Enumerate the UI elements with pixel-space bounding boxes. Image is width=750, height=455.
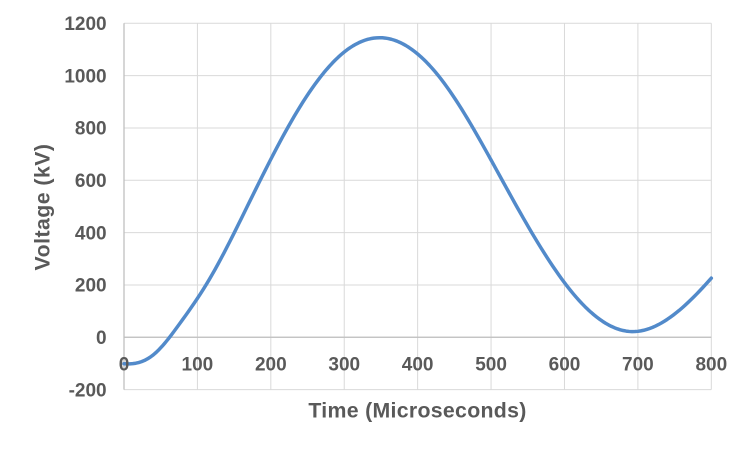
svg-text:-200: -200 <box>69 380 107 401</box>
svg-text:400: 400 <box>75 223 107 244</box>
svg-text:200: 200 <box>75 276 107 297</box>
svg-text:100: 100 <box>182 355 214 376</box>
svg-text:0: 0 <box>96 328 107 349</box>
svg-text:1000: 1000 <box>64 66 106 87</box>
svg-text:Time (Microseconds): Time (Microseconds) <box>308 399 526 423</box>
svg-text:600: 600 <box>75 171 107 192</box>
svg-text:700: 700 <box>622 355 654 376</box>
svg-text:300: 300 <box>328 355 360 376</box>
svg-text:Voltage (kV): Voltage (kV) <box>31 144 55 271</box>
svg-text:800: 800 <box>75 119 107 140</box>
svg-text:800: 800 <box>695 355 727 376</box>
svg-text:400: 400 <box>402 355 434 376</box>
svg-text:500: 500 <box>475 355 507 376</box>
svg-text:600: 600 <box>549 355 581 376</box>
svg-text:1200: 1200 <box>64 14 106 35</box>
svg-text:200: 200 <box>255 355 287 376</box>
svg-text:0: 0 <box>119 355 130 376</box>
